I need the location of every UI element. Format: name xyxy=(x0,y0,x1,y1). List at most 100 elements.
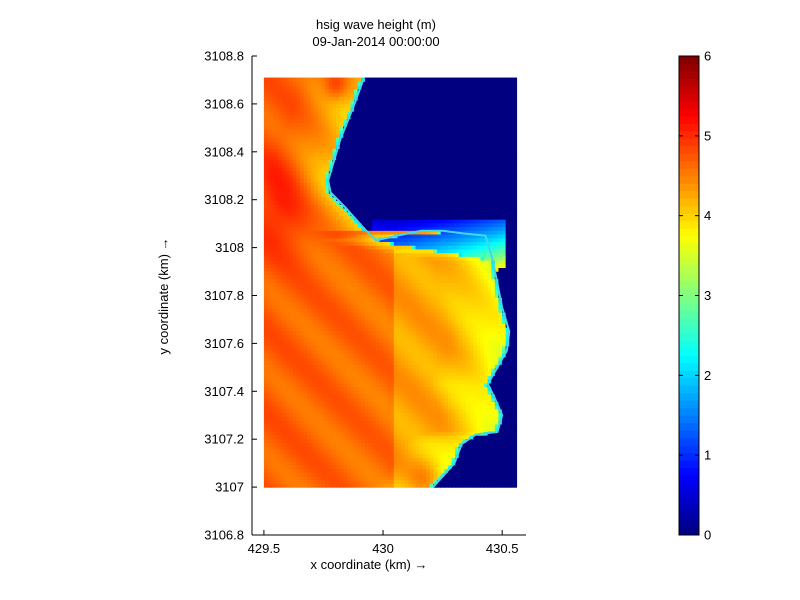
heatmap-cell xyxy=(415,248,420,254)
heatmap-cell xyxy=(364,461,370,466)
heatmap-cell xyxy=(419,386,424,391)
heatmap-cell xyxy=(390,386,395,391)
heatmap-cell xyxy=(415,364,420,369)
heatmap-cell xyxy=(426,233,431,239)
heatmap-cell xyxy=(509,345,514,350)
heatmap-cell xyxy=(354,286,359,291)
heatmap-cell xyxy=(325,263,330,269)
heatmap-cell xyxy=(397,241,402,246)
heatmap-cell xyxy=(415,323,420,328)
heatmap-cell xyxy=(419,274,424,280)
heatmap-cell xyxy=(321,360,326,365)
heatmap-cell xyxy=(476,360,481,365)
heatmap-cell xyxy=(491,248,496,254)
heatmap-cell xyxy=(447,408,453,414)
heatmap-cell xyxy=(419,271,424,276)
heatmap-cell xyxy=(393,364,399,369)
heatmap-cell xyxy=(350,416,355,421)
heatmap-cell xyxy=(339,394,344,399)
heatmap-cell xyxy=(484,453,489,458)
heatmap-cell xyxy=(292,230,297,235)
heatmap-cell xyxy=(465,394,471,399)
heatmap-cell xyxy=(465,245,471,250)
heatmap-cell xyxy=(422,371,427,376)
heatmap-cell xyxy=(465,308,471,313)
heatmap-cell xyxy=(447,431,453,436)
heatmap-cell xyxy=(491,300,496,306)
heatmap-cell xyxy=(447,319,453,324)
heatmap-cell xyxy=(339,312,344,317)
heatmap-cell xyxy=(404,312,409,317)
heatmap-cell xyxy=(509,356,514,362)
heatmap-cell xyxy=(332,237,337,242)
heatmap-cell xyxy=(429,449,435,455)
heatmap-cell xyxy=(357,267,362,272)
heatmap-cell xyxy=(498,412,503,417)
heatmap-cell xyxy=(404,397,409,403)
heatmap-cell xyxy=(368,379,373,384)
heatmap-cell xyxy=(491,274,496,280)
heatmap-cell xyxy=(364,360,370,365)
heatmap-cell xyxy=(429,233,435,239)
heatmap-cell xyxy=(292,282,297,287)
heatmap-cell xyxy=(404,226,409,231)
heatmap-cell xyxy=(462,461,467,466)
heatmap-cell xyxy=(491,427,496,432)
heatmap-cell xyxy=(462,360,467,365)
heatmap-cell xyxy=(512,408,518,414)
heatmap-cell xyxy=(343,360,348,365)
heatmap-cell xyxy=(469,237,474,242)
heatmap-cell xyxy=(458,341,463,347)
heatmap-cell xyxy=(336,379,341,384)
heatmap-cell xyxy=(444,386,449,391)
heatmap-cell xyxy=(278,479,283,484)
heatmap-cell xyxy=(386,464,391,470)
heatmap-cell xyxy=(350,282,355,287)
heatmap-cell xyxy=(451,300,456,306)
heatmap-cell xyxy=(386,286,391,291)
heatmap-cell xyxy=(299,319,305,324)
heatmap-cell xyxy=(303,245,308,250)
heatmap-cell xyxy=(379,468,384,473)
heatmap-cell xyxy=(382,289,388,295)
heatmap-cell xyxy=(440,434,445,440)
heatmap-cell xyxy=(307,267,312,272)
heatmap-cell xyxy=(278,312,283,317)
heatmap-cell xyxy=(512,449,518,455)
heatmap-cell xyxy=(328,423,334,429)
heatmap-cell xyxy=(314,252,319,257)
heatmap-cell xyxy=(419,282,424,287)
heatmap-cell xyxy=(346,427,352,432)
heatmap-cell xyxy=(401,345,406,350)
heatmap-cell xyxy=(397,464,402,470)
heatmap-cell xyxy=(346,364,352,369)
heatmap-cell xyxy=(285,375,290,380)
heatmap-cell xyxy=(437,330,442,336)
heatmap-cell xyxy=(350,461,355,466)
heatmap-cell xyxy=(397,397,402,403)
heatmap-cell xyxy=(429,427,435,432)
heatmap-cell xyxy=(408,468,413,473)
heatmap-cell xyxy=(458,412,463,417)
heatmap-cell xyxy=(354,315,359,321)
heatmap-cell xyxy=(386,401,391,406)
heatmap-cell xyxy=(336,468,341,473)
heatmap-cell xyxy=(263,446,269,451)
heatmap-cell xyxy=(509,427,514,432)
heatmap-cell xyxy=(404,464,409,470)
heatmap-cell xyxy=(372,442,377,447)
heatmap-cell xyxy=(512,323,518,328)
heatmap-cell xyxy=(404,256,409,261)
heatmap-cell xyxy=(361,356,366,362)
heatmap-cell xyxy=(462,230,467,235)
heatmap-cell xyxy=(429,475,435,481)
heatmap-cell xyxy=(310,446,316,451)
heatmap-cell xyxy=(364,401,370,406)
heatmap-cell xyxy=(285,427,290,432)
heatmap-cell xyxy=(357,323,362,328)
heatmap-cell xyxy=(473,427,478,432)
heatmap-cell xyxy=(401,312,406,317)
heatmap-cell xyxy=(307,356,312,362)
heatmap-cell xyxy=(444,267,449,272)
heatmap-cell xyxy=(350,245,355,250)
